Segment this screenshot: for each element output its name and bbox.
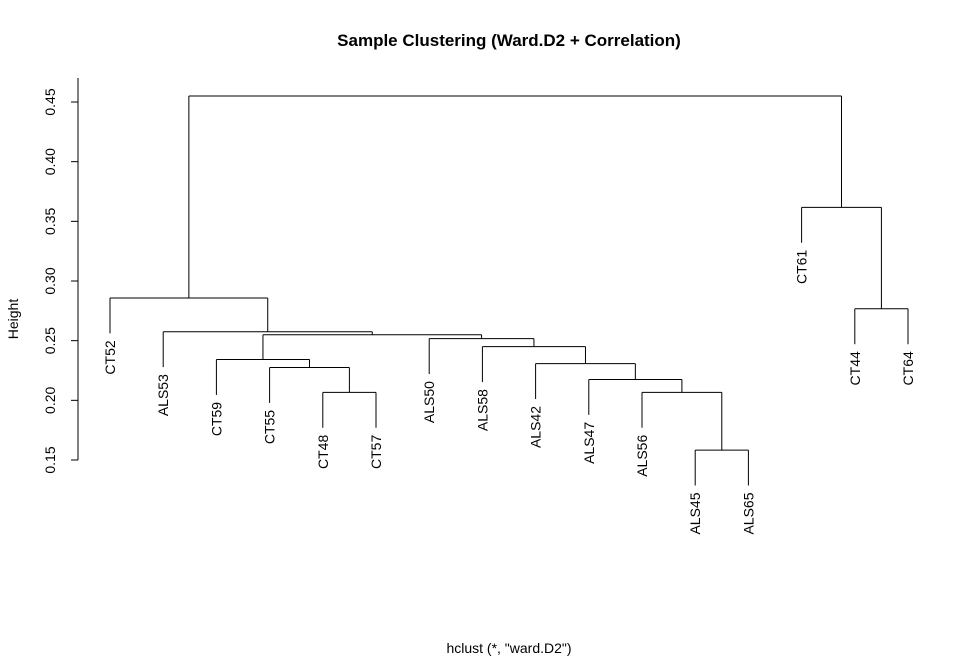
leaf-label: CT57	[368, 435, 384, 469]
leaf-label: CT64	[900, 351, 916, 385]
leaf-label: CT61	[794, 250, 810, 284]
y-tick-label: 0.20	[42, 386, 58, 413]
leaf-label: ALS45	[687, 492, 703, 534]
y-tick-label: 0.25	[42, 327, 58, 354]
leaf-label: CT55	[262, 410, 278, 444]
leaf-label: ALS56	[634, 435, 650, 477]
y-tick-label: 0.40	[42, 148, 58, 175]
leaf-label: ALS50	[421, 381, 437, 423]
leaf-label: CT59	[208, 402, 224, 436]
dendrogram-links	[109, 95, 909, 486]
chart-title: Sample Clustering (Ward.D2 + Correlation…	[337, 31, 681, 50]
leaf-label: ALS53	[155, 374, 171, 416]
y-axis-label: Height	[5, 299, 21, 340]
leaf-label: CT52	[102, 340, 118, 374]
y-axis: 0.15 0.20 0.25 0.30 0.35 0.40 0.45	[42, 78, 79, 474]
y-tick-label: 0.35	[42, 207, 58, 234]
leaf-label: CT48	[315, 435, 331, 469]
leaf-label: ALS42	[528, 406, 544, 448]
y-tick-label: 0.15	[42, 446, 58, 473]
leaf-labels: CT48 CT57 ALS45 ALS65 CT55 CT59 ALS56 ALS47 ALS4…	[102, 250, 916, 535]
y-tick-label: 0.30	[42, 267, 58, 294]
leaf-label: ALS65	[740, 492, 756, 534]
leaf-label: ALS47	[581, 422, 597, 464]
leaf-label: CT44	[847, 351, 863, 385]
x-axis-label: hclust (*, "ward.D2")	[446, 640, 571, 656]
leaf-label: ALS58	[474, 389, 490, 431]
y-tick-label: 0.45	[42, 88, 58, 115]
